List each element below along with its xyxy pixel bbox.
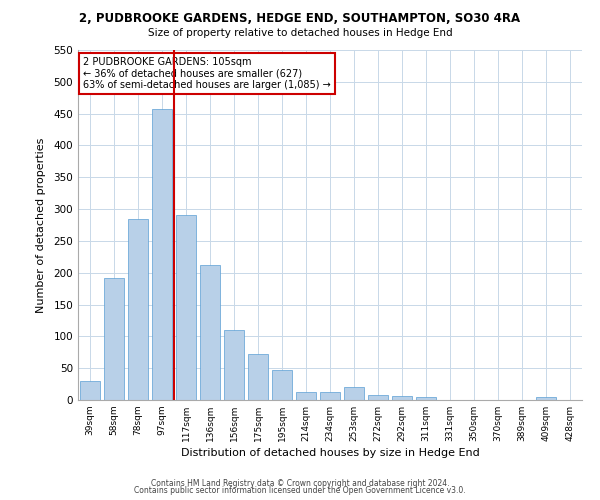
Bar [368, 395, 388, 400]
Bar [536, 397, 556, 400]
Text: 2 PUDBROOKE GARDENS: 105sqm
← 36% of detached houses are smaller (627)
63% of se: 2 PUDBROOKE GARDENS: 105sqm ← 36% of det… [83, 57, 331, 90]
Text: Contains HM Land Registry data © Crown copyright and database right 2024.: Contains HM Land Registry data © Crown c… [151, 478, 449, 488]
Bar [272, 370, 292, 400]
Bar [128, 218, 148, 400]
Bar [80, 381, 100, 400]
Bar [200, 265, 220, 400]
Bar [320, 392, 340, 400]
Text: Contains public sector information licensed under the Open Government Licence v3: Contains public sector information licen… [134, 486, 466, 495]
Bar [392, 396, 412, 400]
Bar [104, 278, 124, 400]
Bar [416, 398, 436, 400]
Bar [344, 388, 364, 400]
Bar [176, 215, 196, 400]
X-axis label: Distribution of detached houses by size in Hedge End: Distribution of detached houses by size … [181, 448, 479, 458]
Text: 2, PUDBROOKE GARDENS, HEDGE END, SOUTHAMPTON, SO30 4RA: 2, PUDBROOKE GARDENS, HEDGE END, SOUTHAM… [79, 12, 521, 26]
Bar [296, 392, 316, 400]
Text: Size of property relative to detached houses in Hedge End: Size of property relative to detached ho… [148, 28, 452, 38]
Y-axis label: Number of detached properties: Number of detached properties [37, 138, 46, 312]
Bar [152, 109, 172, 400]
Bar [224, 330, 244, 400]
Bar [248, 354, 268, 400]
